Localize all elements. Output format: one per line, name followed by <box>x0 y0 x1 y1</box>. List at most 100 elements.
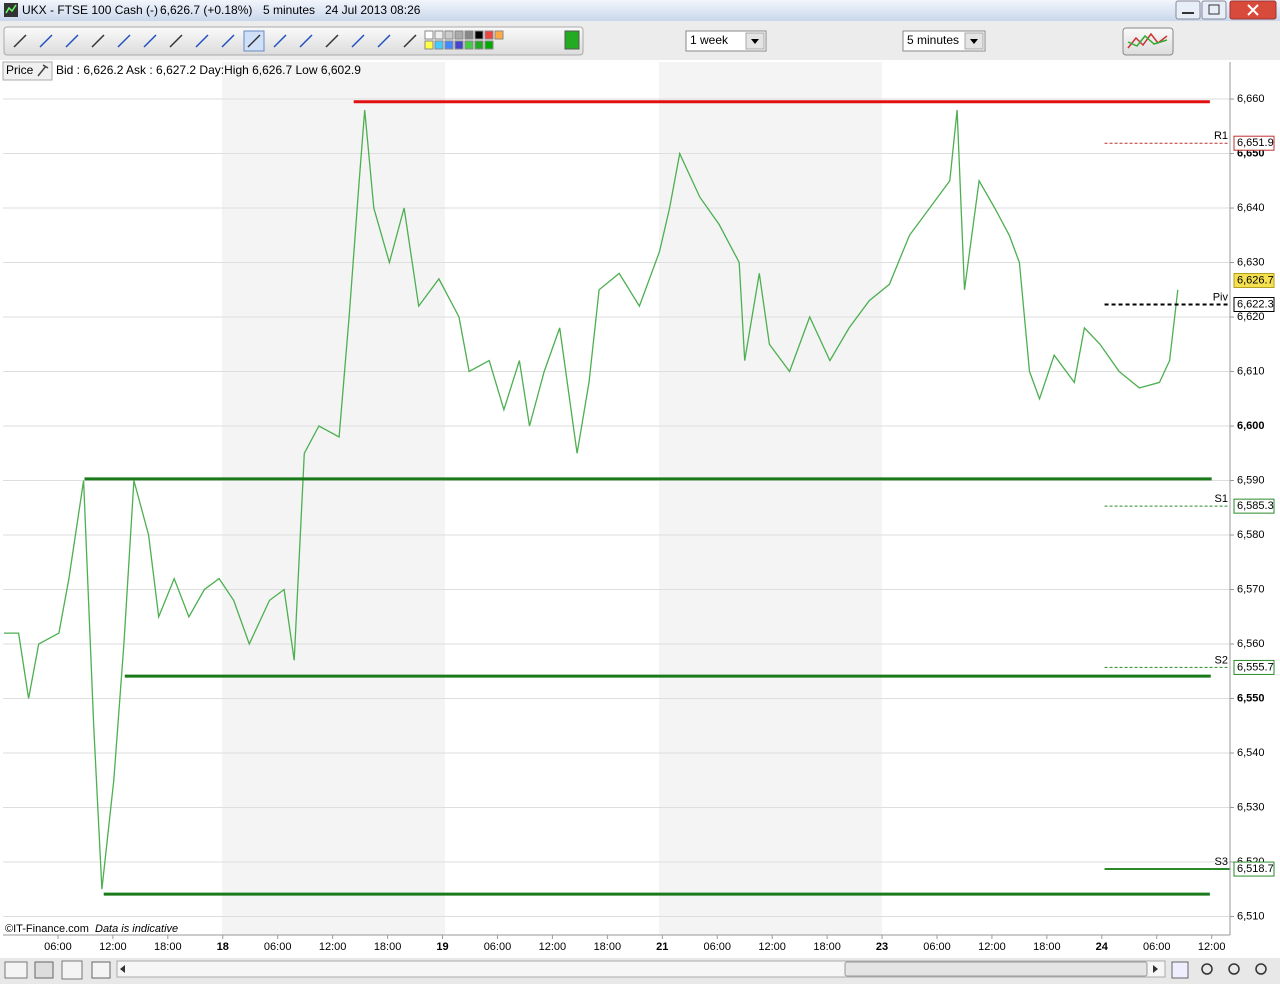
tool-glyph <box>117 34 131 48</box>
x-tick-label: 18:00 <box>154 941 182 953</box>
current-price: 6,626.7 <box>1237 274 1274 286</box>
x-tick-label: 06:00 <box>264 941 292 953</box>
pivot-name: S1 <box>1215 493 1228 505</box>
x-tick-label: 06:00 <box>703 941 731 953</box>
chart-area <box>0 60 1280 958</box>
price-tool-icon <box>37 64 49 77</box>
indicators-glyph-2 <box>1127 34 1168 47</box>
color-swatch[interactable] <box>434 30 444 40</box>
color-swatch[interactable] <box>564 30 580 50</box>
interval-value: 5 minutes <box>907 33 959 47</box>
mail-button[interactable] <box>4 961 28 979</box>
print-button[interactable] <box>34 961 54 979</box>
y-tick-label: 6,540 <box>1237 747 1265 759</box>
y-tick-label: 6,630 <box>1237 256 1265 268</box>
y-tick-label: 6,620 <box>1237 311 1265 323</box>
color-swatch[interactable] <box>484 30 494 40</box>
color-swatch[interactable] <box>484 40 494 50</box>
x-tick-label: 23 <box>876 941 888 953</box>
x-tick-label: 06:00 <box>1143 941 1171 953</box>
restore-button[interactable] <box>1201 0 1227 20</box>
pivot-name: S2 <box>1215 654 1228 666</box>
x-tick-label: 12:00 <box>539 941 567 953</box>
copyright: ©IT-Finance.com <box>5 923 89 935</box>
grid <box>3 98 1234 939</box>
price-button[interactable] <box>2 61 53 81</box>
period-value: 1 week <box>690 33 729 47</box>
x-tick-label: 18:00 <box>594 941 622 953</box>
x-tick-label: 24 <box>1096 941 1109 953</box>
color-swatch[interactable] <box>494 30 504 40</box>
color-swatch[interactable] <box>474 40 484 50</box>
color-swatch[interactable] <box>424 40 434 50</box>
x-tick-label: 12:00 <box>758 941 786 953</box>
table-button[interactable] <box>91 961 111 979</box>
tool-glyph <box>39 34 53 48</box>
window-title: UKX - FTSE 100 Cash (-) <box>22 3 158 17</box>
tool-glyph <box>195 34 209 48</box>
day-shade <box>659 62 882 935</box>
pivot-name: S3 <box>1215 856 1228 868</box>
color-swatch[interactable] <box>444 40 454 50</box>
pivot-value: 6,622.3 <box>1237 298 1274 310</box>
window-price: 6,626.7 (+0.18%) <box>160 3 252 17</box>
y-tick-label: 6,510 <box>1237 910 1265 922</box>
price-line <box>3 109 1179 890</box>
app-icon-line <box>5 4 17 14</box>
indicators-button[interactable] <box>1122 27 1174 56</box>
minimize-button[interactable] <box>1175 0 1201 20</box>
current-price-box <box>1233 273 1275 289</box>
y-tick-label: 6,580 <box>1237 529 1265 541</box>
color-swatch[interactable] <box>454 30 464 40</box>
zoom-fit[interactable] <box>1201 963 1213 975</box>
zoom-in[interactable] <box>1255 963 1267 975</box>
color-swatch[interactable] <box>474 30 484 40</box>
color-swatch[interactable] <box>454 40 464 50</box>
y-tick-label: 6,600 <box>1237 420 1265 432</box>
y-tick-label: 6,570 <box>1237 583 1265 595</box>
color-swatch[interactable] <box>464 40 474 50</box>
y-tick-label: 6,530 <box>1237 801 1265 813</box>
x-tick-label: 18:00 <box>813 941 841 953</box>
tool-glyph <box>351 34 365 48</box>
color-swatch[interactable] <box>444 30 454 40</box>
color-swatch[interactable] <box>464 30 474 40</box>
y-tick-label: 6,590 <box>1237 474 1265 486</box>
pivot-value-box <box>1233 135 1275 151</box>
close-glyph <box>1247 4 1259 16</box>
x-tick-label: 18 <box>217 941 229 953</box>
y-tick-label: 6,640 <box>1237 202 1265 214</box>
y-tick-label: 6,550 <box>1237 692 1265 704</box>
tool-glyph <box>169 34 183 48</box>
tool-glyph <box>13 34 27 48</box>
scroll-left <box>120 965 125 973</box>
quote: Bid : 6,626.2 Ask : 6,627.2 Day:High 6,6… <box>56 63 361 77</box>
tool-glyph <box>299 34 313 48</box>
window-interval: 5 minutes <box>263 3 315 17</box>
color-swatch[interactable] <box>434 40 444 50</box>
color-swatch[interactable] <box>424 30 434 40</box>
zoom-out[interactable] <box>1228 963 1240 975</box>
x-tick-label: 18:00 <box>374 941 402 953</box>
scroll-thumb[interactable] <box>844 961 1148 977</box>
pivot-name: Piv <box>1213 291 1229 303</box>
x-tick-label: 12:00 <box>1198 941 1226 953</box>
zoom-button[interactable] <box>1171 961 1189 979</box>
tool-glyph <box>325 34 339 48</box>
pivot-value: 6,518.7 <box>1237 863 1274 875</box>
scroll-right <box>1153 965 1158 973</box>
pivot-value: 6,555.7 <box>1237 661 1274 673</box>
window-timestamp: 24 Jul 2013 08:26 <box>325 3 421 17</box>
x-tick-label: 19 <box>436 941 448 953</box>
link-button[interactable] <box>61 960 83 980</box>
disclaimer: Data is indicative <box>95 923 178 935</box>
window-buttons <box>1175 0 1277 20</box>
x-tick-label: 21 <box>656 941 668 953</box>
tool-icons <box>13 30 580 52</box>
pivot-name: R1 <box>1214 130 1228 142</box>
pivot-value: 6,585.3 <box>1237 500 1274 512</box>
tool-glyph <box>221 34 235 48</box>
price-label: Price <box>6 63 34 77</box>
x-tick-label: 18:00 <box>1033 941 1061 953</box>
